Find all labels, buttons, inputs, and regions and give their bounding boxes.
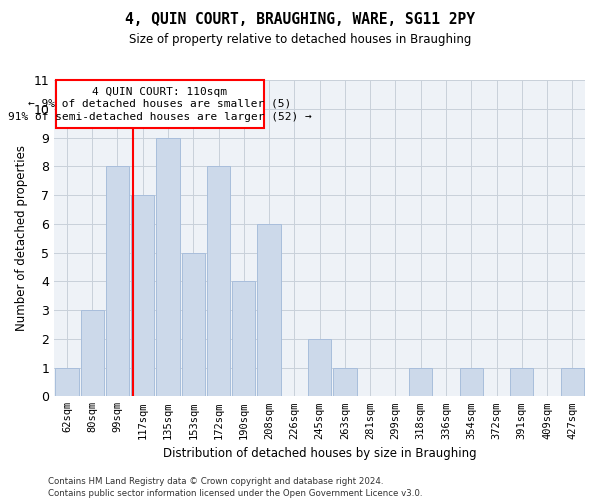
Bar	[182, 252, 205, 396]
Bar	[460, 368, 483, 396]
Bar	[561, 368, 584, 396]
Bar	[106, 166, 129, 396]
Bar	[131, 195, 154, 396]
Text: Size of property relative to detached houses in Braughing: Size of property relative to detached ho…	[129, 32, 471, 46]
Y-axis label: Number of detached properties: Number of detached properties	[15, 145, 28, 331]
Bar	[80, 310, 104, 396]
Bar	[510, 368, 533, 396]
Text: Contains HM Land Registry data © Crown copyright and database right 2024.: Contains HM Land Registry data © Crown c…	[48, 477, 383, 486]
Bar	[55, 368, 79, 396]
Text: 91% of semi-detached houses are larger (52) →: 91% of semi-detached houses are larger (…	[8, 112, 311, 122]
Bar	[157, 138, 179, 396]
Bar	[308, 339, 331, 396]
Bar	[207, 166, 230, 396]
Bar	[232, 282, 256, 397]
Bar	[409, 368, 433, 396]
FancyBboxPatch shape	[56, 80, 264, 128]
Text: Contains public sector information licensed under the Open Government Licence v3: Contains public sector information licen…	[48, 488, 422, 498]
Bar	[333, 368, 356, 396]
X-axis label: Distribution of detached houses by size in Braughing: Distribution of detached houses by size …	[163, 447, 476, 460]
Text: 4 QUIN COURT: 110sqm: 4 QUIN COURT: 110sqm	[92, 86, 227, 97]
Text: 4, QUIN COURT, BRAUGHING, WARE, SG11 2PY: 4, QUIN COURT, BRAUGHING, WARE, SG11 2PY	[125, 12, 475, 28]
Bar	[257, 224, 281, 396]
Text: ← 9% of detached houses are smaller (5): ← 9% of detached houses are smaller (5)	[28, 98, 292, 108]
